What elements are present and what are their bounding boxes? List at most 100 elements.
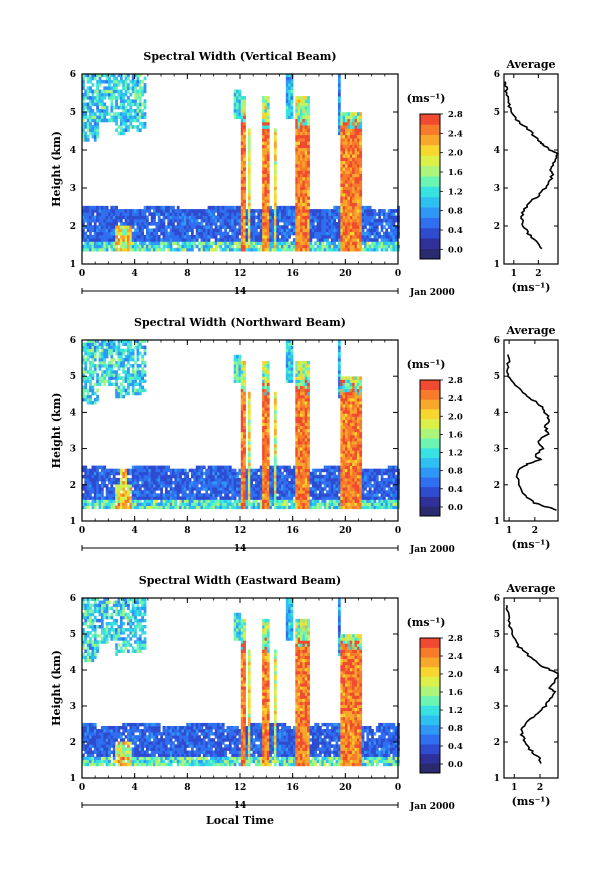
heatmap-cell (119, 499, 123, 503)
heatmap-cell (167, 477, 171, 482)
heatmap-cell (136, 92, 140, 97)
heatmap-cell (136, 502, 140, 507)
heatmap-cell (214, 468, 218, 473)
heatmap-cell (243, 112, 246, 116)
heatmap-cell (252, 212, 256, 216)
heatmap-cell (356, 125, 360, 129)
heatmap-cell (243, 385, 246, 390)
heatmap-cell (262, 247, 265, 252)
heatmap-cell (307, 125, 310, 129)
heatmap-cell (335, 247, 339, 252)
heatmap-cell (266, 115, 270, 120)
heatmap-cell (314, 225, 318, 229)
heatmap-cell (98, 367, 102, 371)
heatmap-cell (96, 471, 99, 476)
heatmap-cell (138, 351, 142, 356)
heatmap-cell (86, 86, 90, 90)
heatmap-cell (143, 215, 147, 220)
heatmap-cell (193, 238, 197, 242)
heatmap-cell (112, 209, 116, 213)
heatmap-cell (100, 99, 104, 103)
heatmap-cell (160, 465, 163, 470)
heatmap-cell (262, 215, 265, 220)
heatmap-cell (226, 205, 230, 210)
heatmap-cell (297, 160, 301, 165)
heatmap-cell (273, 416, 277, 420)
heatmap-cell (117, 351, 121, 356)
heatmap-cell (134, 361, 137, 365)
heatmap-cell (392, 238, 396, 242)
heatmap-cell (98, 351, 102, 356)
heatmap-cell (198, 222, 201, 226)
panel-2: Spectral Width (Northward Beam)0 4 8 12 16 20… (50, 316, 559, 555)
heatmap-cell (181, 228, 185, 233)
heatmap-cell (212, 215, 216, 220)
heatmap-cell (198, 471, 201, 476)
heatmap-cell (262, 471, 265, 476)
heatmap-cell (300, 209, 303, 213)
heatmap-cell (252, 218, 256, 223)
heatmap-cell (181, 238, 185, 242)
heatmap-cell (297, 134, 301, 139)
heatmap-cell (164, 465, 168, 470)
heatmap-cell (302, 428, 306, 433)
heatmap-cell (285, 354, 289, 359)
heatmap-cell (304, 183, 308, 187)
heatmap-cell (112, 474, 116, 479)
heatmap-cell (264, 373, 268, 377)
heatmap-cell (250, 212, 254, 216)
heatmap-cell (91, 209, 95, 213)
heatmap-cell (129, 225, 133, 229)
heatmap-cell (169, 247, 173, 252)
heatmap-cell (100, 108, 104, 113)
heatmap-cell (243, 379, 246, 383)
heatmap-cell (84, 465, 88, 470)
heatmap-cell (98, 76, 102, 81)
heatmap-cell (209, 231, 213, 236)
heatmap-cell (366, 209, 370, 213)
heatmap-cell (105, 493, 109, 497)
heatmap-cell (238, 357, 242, 362)
heatmap-cell (359, 238, 363, 242)
heatmap-cell (129, 471, 133, 476)
heatmap-cell (273, 192, 277, 197)
heatmap-cell (281, 247, 284, 252)
heatmap-cell (91, 205, 95, 210)
heatmap-cell (108, 373, 111, 377)
heatmap-cell (236, 477, 239, 482)
heatmap-cell (136, 481, 140, 485)
heatmap-cell (302, 247, 306, 252)
colorbar-unit: (ms⁻¹) (407, 92, 446, 105)
heatmap-cell (292, 241, 296, 246)
heatmap-cell (214, 241, 218, 246)
heatmap-cell (103, 357, 107, 362)
heatmap-cell (195, 238, 199, 242)
heatmap-cell (200, 225, 204, 229)
heatmap-cell (91, 505, 95, 510)
heatmap-cell (240, 205, 244, 210)
heatmap-cell (302, 437, 306, 442)
heatmap-cell (188, 228, 192, 233)
heatmap-cell (127, 342, 130, 347)
heatmap-cell (359, 141, 363, 145)
heatmap-cell (262, 505, 265, 510)
heatmap-cell (302, 186, 306, 191)
heatmap-cell (264, 96, 268, 100)
heatmap-cell (224, 212, 227, 216)
heatmap-cell (119, 241, 123, 246)
heatmap-cell (269, 474, 272, 479)
heatmap-cell (91, 339, 95, 343)
heatmap-cell (290, 89, 294, 94)
heatmap-cell (271, 465, 275, 470)
heatmap-cell (297, 209, 301, 213)
heatmap-cell (108, 490, 111, 494)
heatmap-cell (238, 89, 242, 94)
heatmap-cell (300, 215, 303, 220)
heatmap-cell (300, 364, 303, 368)
heatmap-cell (297, 462, 301, 467)
heatmap-cell (143, 361, 147, 365)
heatmap-cell (93, 205, 97, 210)
heatmap-cell (271, 471, 275, 476)
heatmap-cell (262, 105, 265, 110)
heatmap-cell (345, 231, 348, 236)
